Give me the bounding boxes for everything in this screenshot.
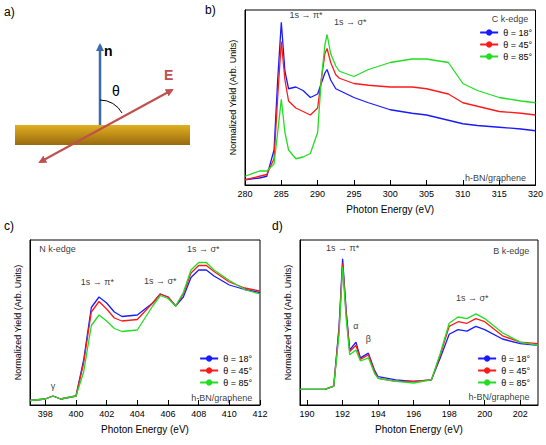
svg-text:398: 398 [38, 409, 53, 419]
svg-text:190: 190 [300, 409, 315, 419]
svg-text:280: 280 [237, 189, 252, 199]
svg-text:θ = 45°: θ = 45° [503, 40, 532, 50]
svg-text:1s → σ*: 1s → σ* [334, 17, 367, 27]
svg-text:200: 200 [477, 409, 492, 419]
svg-text:315: 315 [492, 189, 507, 199]
svg-text:Photon Energy (eV): Photon Energy (eV) [375, 424, 463, 435]
svg-text:a): a) [4, 5, 15, 19]
svg-text:400: 400 [68, 409, 83, 419]
svg-text:Normalized Yield (Arb. Units): Normalized Yield (Arb. Units) [228, 40, 238, 156]
svg-text:402: 402 [99, 409, 114, 419]
svg-text:γ: γ [51, 381, 56, 391]
svg-text:θ = 45°: θ = 45° [501, 366, 530, 376]
svg-text:B k-edge: B k-edge [493, 246, 529, 256]
svg-text:c): c) [4, 219, 14, 233]
svg-text:b): b) [205, 3, 216, 17]
svg-text:θ: θ [112, 83, 120, 99]
svg-text:198: 198 [442, 409, 457, 419]
svg-text:θ = 18°: θ = 18° [503, 28, 532, 38]
svg-text:E: E [164, 67, 173, 83]
svg-text:d): d) [272, 219, 283, 233]
svg-text:406: 406 [160, 409, 175, 419]
svg-text:285: 285 [274, 189, 289, 199]
svg-text:412: 412 [252, 409, 267, 419]
svg-text:β: β [366, 334, 371, 344]
svg-text:196: 196 [406, 409, 421, 419]
svg-text:α: α [353, 321, 358, 331]
svg-text:θ = 85°: θ = 85° [503, 52, 532, 62]
svg-text:410: 410 [222, 409, 237, 419]
svg-text:1s → σ*: 1s → σ* [144, 276, 177, 286]
svg-text:320: 320 [528, 189, 543, 199]
svg-text:1s → π*: 1s → π* [81, 277, 115, 287]
svg-text:Normalized Yield (Arb. Units): Normalized Yield (Arb. Units) [13, 265, 23, 381]
svg-text:310: 310 [455, 189, 470, 199]
svg-text:θ = 85°: θ = 85° [501, 378, 530, 388]
svg-text:408: 408 [191, 409, 206, 419]
svg-text:192: 192 [335, 409, 350, 419]
svg-text:1s → π*: 1s → π* [326, 243, 360, 253]
svg-text:290: 290 [310, 189, 325, 199]
svg-text:305: 305 [419, 189, 434, 199]
svg-text:h-BN/graphene: h-BN/graphene [468, 392, 529, 402]
svg-text:h-BN/graphene: h-BN/graphene [191, 393, 252, 403]
svg-text:404: 404 [130, 409, 145, 419]
svg-text:202: 202 [513, 409, 528, 419]
svg-text:θ = 45°: θ = 45° [223, 366, 252, 376]
svg-text:1s → σ*: 1s → σ* [456, 293, 489, 303]
svg-text:1s → σ*: 1s → σ* [187, 244, 220, 254]
svg-text:1s → π*: 1s → π* [289, 10, 323, 20]
svg-text:194: 194 [371, 409, 386, 419]
svg-text:θ = 85°: θ = 85° [223, 378, 252, 388]
svg-text:n: n [104, 43, 113, 59]
svg-text:Photon Energy (eV): Photon Energy (eV) [101, 424, 189, 435]
svg-text:295: 295 [346, 189, 361, 199]
svg-text:Normalized Yield (Arb. Units): Normalized Yield (Arb. Units) [283, 265, 293, 381]
svg-text:C k-edge: C k-edge [492, 14, 529, 24]
svg-text:θ = 18°: θ = 18° [223, 354, 252, 364]
svg-text:h-BN/graphene: h-BN/graphene [465, 173, 526, 183]
svg-text:300: 300 [383, 189, 398, 199]
svg-text:θ = 18°: θ = 18° [501, 354, 530, 364]
svg-text:Photon Energy (eV): Photon Energy (eV) [346, 204, 434, 215]
svg-text:N k-edge: N k-edge [39, 244, 76, 254]
